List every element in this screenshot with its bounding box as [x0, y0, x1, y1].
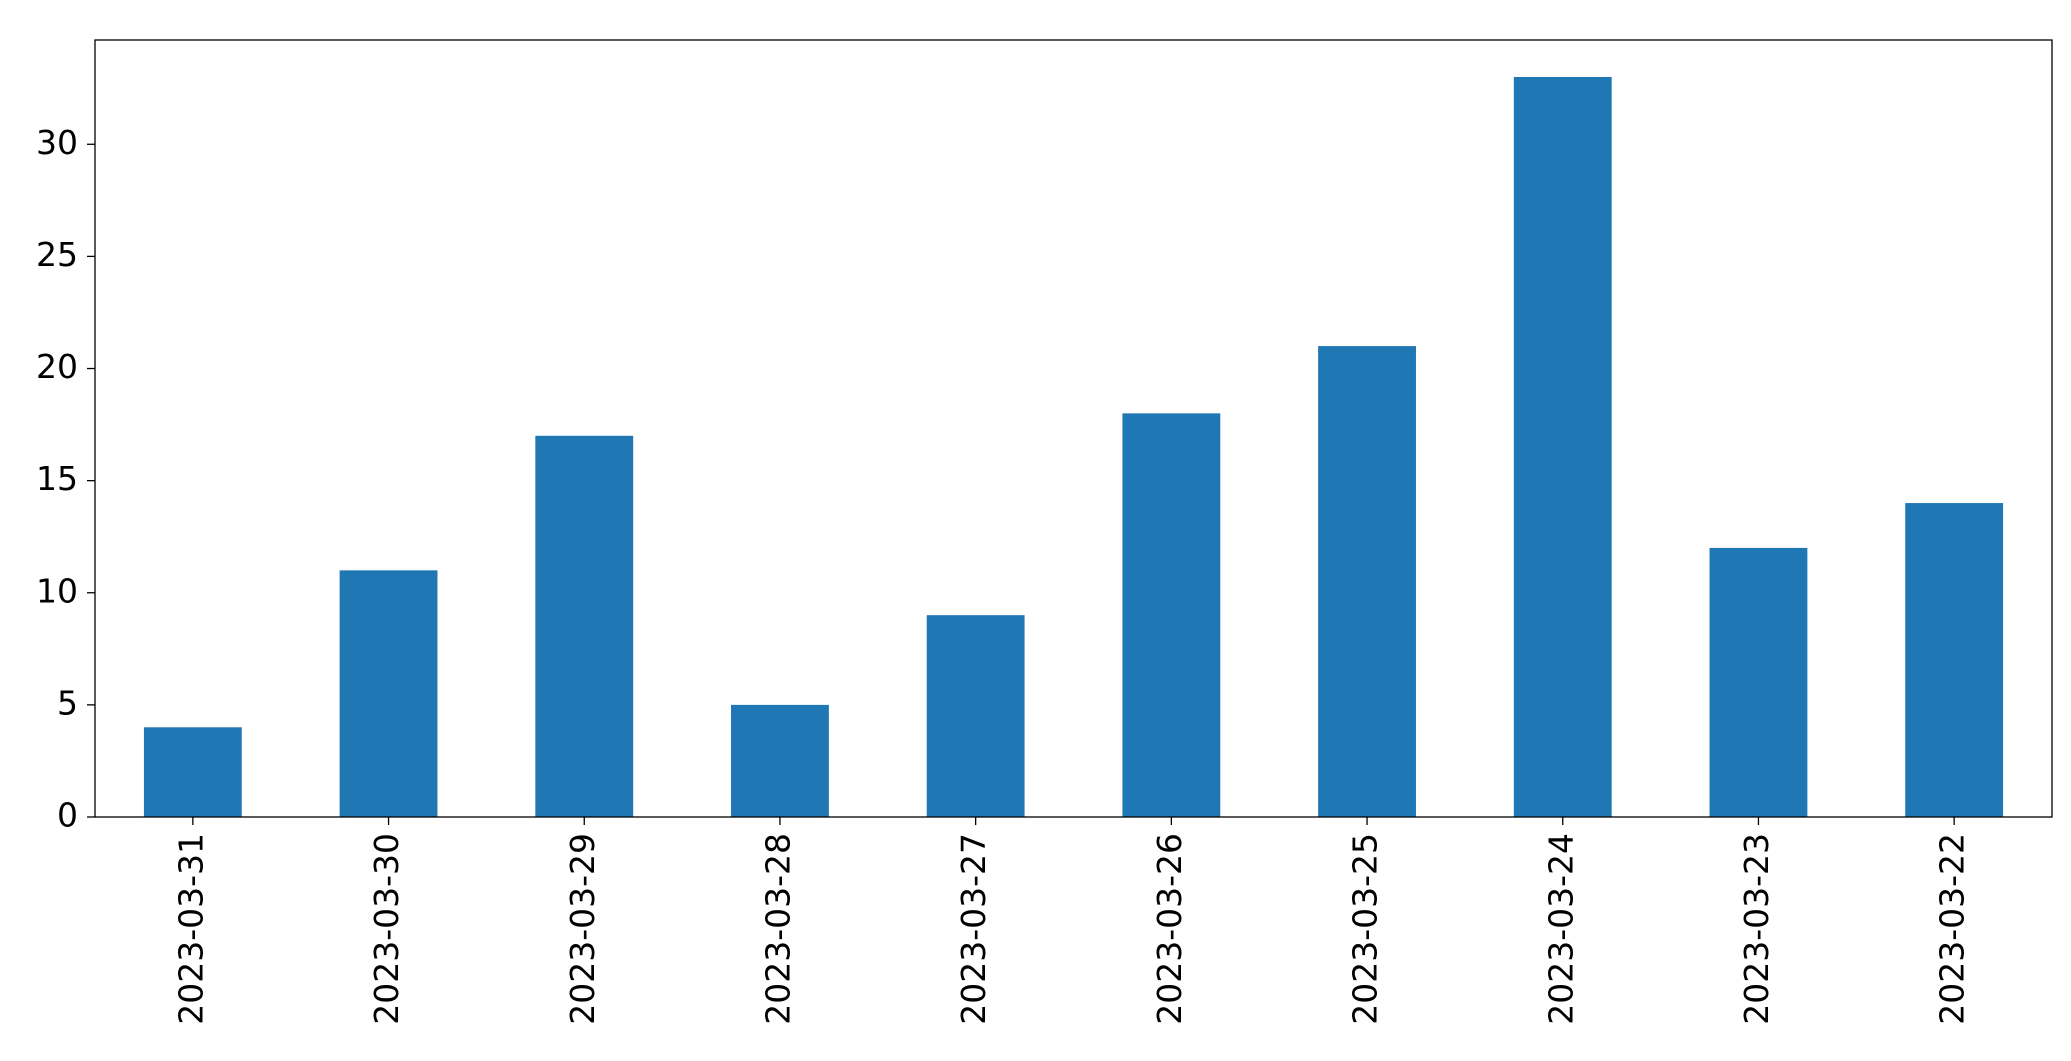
bar [731, 704, 829, 817]
x-tick-label: 2023-03-29 [563, 833, 602, 1025]
x-tick-label: 2023-03-31 [171, 833, 210, 1025]
x-tick-label: 2023-03-25 [1346, 833, 1385, 1025]
y-tick-label: 25 [36, 235, 78, 274]
plot-frame [94, 39, 2053, 818]
y-tick-label: 5 [57, 683, 78, 722]
x-tick-label: 2023-03-30 [367, 833, 406, 1025]
x-tick-label: 2023-03-28 [758, 833, 797, 1025]
x-tick-label: 2023-03-27 [954, 833, 993, 1025]
bar [535, 435, 634, 817]
bar [143, 727, 242, 817]
bar [926, 615, 1025, 817]
bar [1122, 413, 1221, 817]
y-tick-label: 10 [36, 571, 78, 610]
x-tick-label: 2023-03-23 [1737, 833, 1776, 1025]
y-tick-label: 0 [57, 796, 78, 835]
y-tick-label: 20 [36, 347, 78, 386]
bar [339, 570, 438, 817]
x-tick-label: 2023-03-22 [1933, 833, 1972, 1025]
bar [1318, 346, 1416, 817]
bar [1709, 547, 1808, 817]
y-tick-label: 30 [36, 123, 78, 162]
bar [1905, 503, 2004, 817]
x-tick-label: 2023-03-24 [1541, 833, 1580, 1025]
bar [1513, 77, 1612, 817]
y-tick-label: 15 [36, 459, 78, 498]
x-tick-label: 2023-03-26 [1150, 833, 1189, 1025]
